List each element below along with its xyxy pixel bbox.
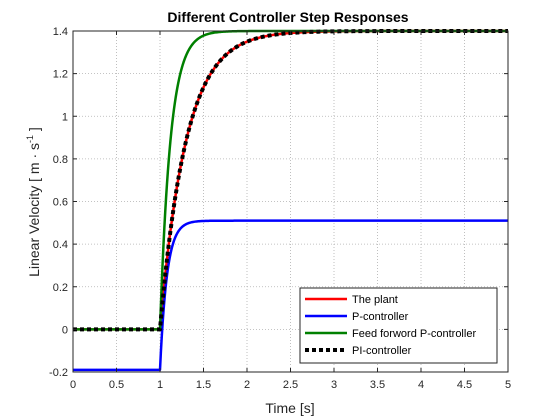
series-line-feed-forword-p-controller <box>73 31 508 329</box>
legend: The plant P-controller Feed forword P-cont… <box>300 288 497 363</box>
y-tick-label: 0 <box>62 324 68 336</box>
x-tick-label: 4.5 <box>457 379 472 391</box>
x-tick-label: 5 <box>505 379 511 391</box>
x-tick-label: 3.5 <box>370 379 385 391</box>
x-tick-label: 2.5 <box>283 379 298 391</box>
x-tick-label: 1 <box>157 379 163 391</box>
y-axis-label: Linear Velocity [ m · s-1 ] <box>25 127 42 277</box>
y-axis-label-exponent: -1 <box>25 135 35 143</box>
x-tick-label: 0.5 <box>109 379 124 391</box>
x-tick-label: 2 <box>244 379 250 391</box>
y-tick-label: 0.6 <box>53 197 68 209</box>
y-tick-label: 1 <box>62 111 68 123</box>
chart-title: Different Controller Step Responses <box>167 9 408 25</box>
x-tick-label: 0 <box>70 379 76 391</box>
series-line-pi-controller <box>73 31 508 329</box>
legend-label: Feed forword P-controller <box>352 328 476 340</box>
y-tick-label: 0.2 <box>53 282 68 294</box>
y-tick-label: 1.2 <box>53 69 68 81</box>
legend-label: The plant <box>352 294 398 306</box>
legend-label: P-controller <box>352 311 409 323</box>
y-tick-label: 1.4 <box>53 26 68 38</box>
y-tick-label: 0.4 <box>53 239 68 251</box>
y-tick-label: -0.2 <box>49 367 68 379</box>
x-axis-label: Time [s] <box>265 400 314 416</box>
x-tick-label: 3 <box>331 379 337 391</box>
x-tick-label: 4 <box>418 379 424 391</box>
x-tick-label: 1.5 <box>196 379 211 391</box>
y-tick-label: 0.8 <box>53 154 68 166</box>
legend-label: PI-controller <box>352 345 412 357</box>
series-line-the-plant <box>73 31 508 329</box>
